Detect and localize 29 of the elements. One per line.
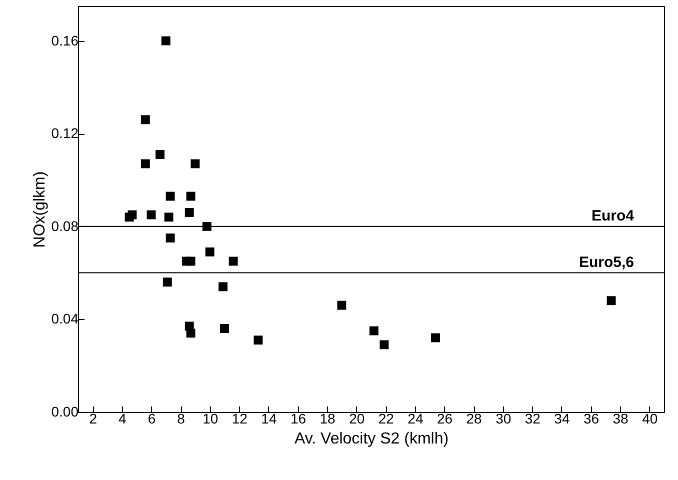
x-tick-label: 6 — [148, 410, 156, 426]
x-tick-label: 34 — [554, 410, 570, 426]
x-tick-label: 14 — [261, 410, 277, 426]
y-tick-label: 0.16 — [51, 32, 79, 48]
y-tick-label: 0.08 — [51, 218, 79, 234]
x-tick-label: 38 — [612, 410, 629, 426]
x-tick-label: 24 — [408, 410, 424, 426]
x-tick-label: 8 — [177, 410, 186, 426]
x-tick-label: 20 — [349, 410, 365, 426]
y-axis-title: NOx(glkm) — [31, 171, 48, 248]
ref-line-label: Euro5,6 — [578, 254, 634, 271]
x-tick-label: 10 — [202, 410, 218, 426]
x-tick-label: 36 — [583, 410, 600, 426]
x-axis-title: Av. Velocity S2 (kmlh) — [294, 430, 449, 448]
x-tick-label: 32 — [524, 410, 541, 426]
y-tick-label: 0.12 — [51, 125, 79, 142]
x-tick-label: 4 — [118, 410, 127, 426]
x-tick-label: 22 — [378, 410, 394, 426]
x-tick-label: 12 — [232, 410, 248, 426]
x-tick-label: 16 — [290, 410, 306, 426]
x-tick-label: 28 — [466, 410, 482, 426]
x-tick-label: 40 — [642, 410, 658, 426]
y-tick-label: 0.00 — [51, 404, 79, 420]
y-tick-label: 0.04 — [51, 310, 79, 327]
ref-line-label: Euro4 — [591, 207, 635, 224]
x-tick-label: 2 — [89, 410, 98, 426]
x-tick-label: 30 — [496, 410, 512, 426]
x-tick-label: 18 — [320, 410, 336, 426]
x-tick-label: 26 — [436, 410, 453, 426]
